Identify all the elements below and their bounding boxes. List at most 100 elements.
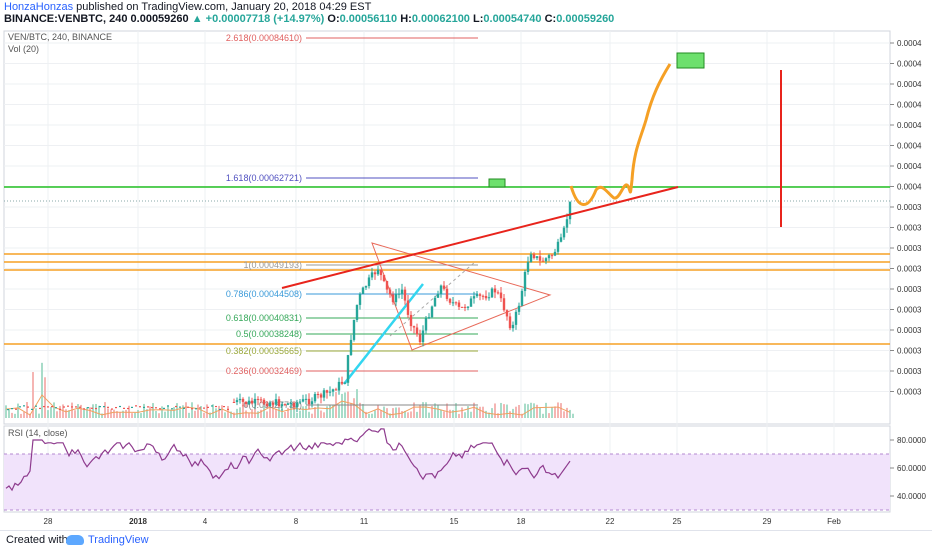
volume-bar [41, 362, 43, 418]
candle-body [409, 314, 413, 327]
price-tick-label: 0.0004 [897, 101, 922, 110]
volume-bar [194, 410, 196, 418]
candle-body [280, 404, 284, 407]
candle-body [301, 399, 305, 402]
volume-bar [164, 411, 166, 418]
candle-body [469, 298, 473, 307]
volume-ma-line [5, 394, 571, 416]
candle-body [19, 406, 21, 408]
volume-bar [551, 407, 553, 418]
candle-body [247, 400, 251, 405]
fibonacci-levels [306, 37, 478, 406]
candle-body [328, 391, 332, 393]
author-name[interactable]: HonzaHonzas [4, 1, 74, 13]
candle-body [505, 310, 509, 317]
volume-bar [263, 406, 265, 418]
candle-body [415, 327, 419, 335]
candle-body [493, 288, 497, 293]
price-tick-label: 0.0004 [897, 121, 922, 130]
target-box-upper[interactable] [676, 52, 705, 69]
forecast-path[interactable] [569, 63, 672, 206]
rising-trend-line[interactable] [281, 186, 679, 289]
candle-body [547, 255, 551, 259]
volume-label: Vol (20) [8, 44, 40, 54]
volume-bar [389, 413, 391, 418]
volume-bar [548, 413, 550, 418]
published-text: published on TradingView.com, January 20… [76, 1, 372, 13]
candle-body [319, 394, 323, 398]
volume-bar [491, 408, 493, 418]
symbol[interactable]: BINANCE:VENBTC, 240 [4, 13, 128, 25]
volume-bar [326, 406, 328, 418]
candle-body [331, 389, 335, 392]
ohlc-close-label: C: [544, 13, 557, 25]
volume-bar [248, 412, 250, 418]
price-change: ▲ +0.00007718 (+14.97%) [191, 13, 325, 25]
volume-bar [473, 402, 475, 418]
candle-body [115, 406, 117, 409]
price-tick-label: 0.0003 [897, 306, 922, 315]
chart-header: HonzaHonzas published on TradingView.com… [0, 0, 932, 28]
dashed-projection [389, 261, 476, 337]
fib-label: 1(0.00049193) [243, 260, 302, 270]
candle-body [454, 302, 458, 304]
candle-body [47, 406, 49, 408]
volume-bar [146, 409, 148, 418]
rsi-tick-label: 80.0000 [897, 436, 926, 445]
tradingview-link[interactable]: TradingView [88, 534, 149, 546]
volume-bar [257, 411, 259, 418]
candle-body [397, 293, 401, 295]
volume-bar [203, 412, 205, 418]
time-tick-label: 2018 [129, 517, 147, 526]
volume-bar [206, 404, 208, 418]
time-tick-label: 28 [44, 517, 53, 526]
volume-bar [65, 409, 67, 418]
price-tick-label: 0.0004 [897, 142, 922, 151]
candle-body [526, 262, 530, 272]
rsi-label: RSI (14, close) [8, 428, 68, 438]
fib-label: 2.618(0.00084610) [226, 33, 302, 43]
volume-bar [449, 409, 451, 418]
candle-body [215, 405, 217, 408]
volume-bar [440, 409, 442, 418]
volume-bar [278, 407, 280, 418]
volume-bar [161, 406, 163, 418]
candle-body [490, 288, 494, 298]
volume-bar [500, 402, 502, 418]
candle-body [472, 296, 476, 299]
candle-body [167, 405, 169, 407]
candle-body [187, 406, 189, 408]
candle-body [478, 294, 482, 296]
chart-canvas[interactable]: 2.618(0.00084610) 1.618(0.00062721) 1(0.… [0, 28, 932, 530]
candle-body [11, 408, 13, 410]
volume-bar [338, 404, 340, 418]
ohlc-low-value: 0.00054740 [483, 13, 542, 25]
candle-body [79, 406, 81, 408]
cyan-trend-line[interactable] [343, 283, 424, 385]
candle-body [250, 400, 254, 404]
volume-bar [515, 406, 517, 418]
volume-bar [356, 389, 358, 418]
price-tick-label: 0.0003 [897, 244, 922, 253]
volume-bar [572, 413, 574, 418]
volume-bar [401, 411, 403, 418]
candle-body [286, 403, 290, 405]
candle-body [529, 254, 533, 263]
target-box-lower[interactable] [488, 178, 506, 188]
candle-body [256, 398, 260, 400]
candle-body [370, 272, 374, 278]
candle-body [376, 269, 380, 275]
time-tick-label: 22 [606, 517, 615, 526]
volume-bar [296, 412, 298, 418]
candle-body [442, 285, 446, 289]
volume-bar [68, 410, 70, 418]
volume-bar [98, 405, 100, 418]
candle-body [95, 407, 97, 410]
fib-label: 0.382(0.00035665) [226, 346, 302, 356]
publish-line: HonzaHonzas published on TradingView.com… [4, 1, 371, 13]
volume-bar [413, 402, 415, 418]
price-tick-label: 0.0003 [897, 347, 922, 356]
volume-bar [434, 403, 436, 418]
candle-body [289, 403, 293, 405]
volume-bar [407, 412, 409, 418]
